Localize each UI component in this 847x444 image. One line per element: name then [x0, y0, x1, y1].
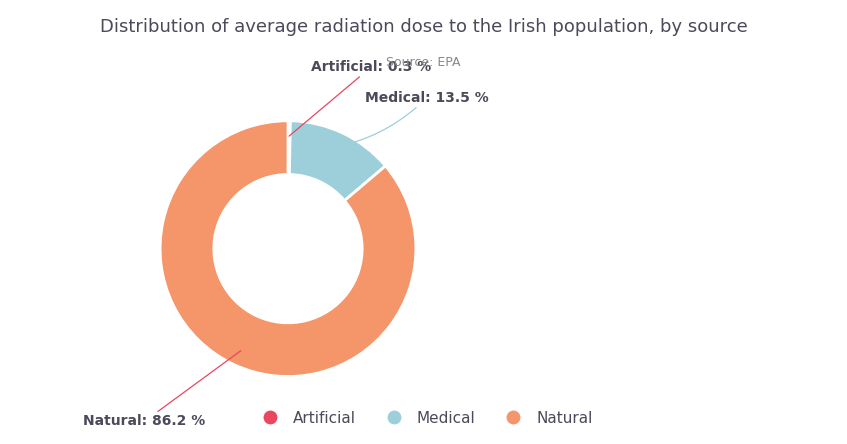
- Wedge shape: [160, 121, 416, 377]
- Text: Artificial: 0.3 %: Artificial: 0.3 %: [289, 60, 431, 136]
- Text: Distribution of average radiation dose to the Irish population, by source: Distribution of average radiation dose t…: [100, 18, 747, 36]
- Text: Source: EPA: Source: EPA: [386, 56, 461, 68]
- Wedge shape: [290, 121, 385, 201]
- Text: Medical: 13.5 %: Medical: 13.5 %: [336, 91, 489, 147]
- Text: Natural: 86.2 %: Natural: 86.2 %: [83, 351, 241, 428]
- Wedge shape: [288, 121, 291, 174]
- Legend: Artificial, Medical, Natural: Artificial, Medical, Natural: [248, 404, 599, 432]
